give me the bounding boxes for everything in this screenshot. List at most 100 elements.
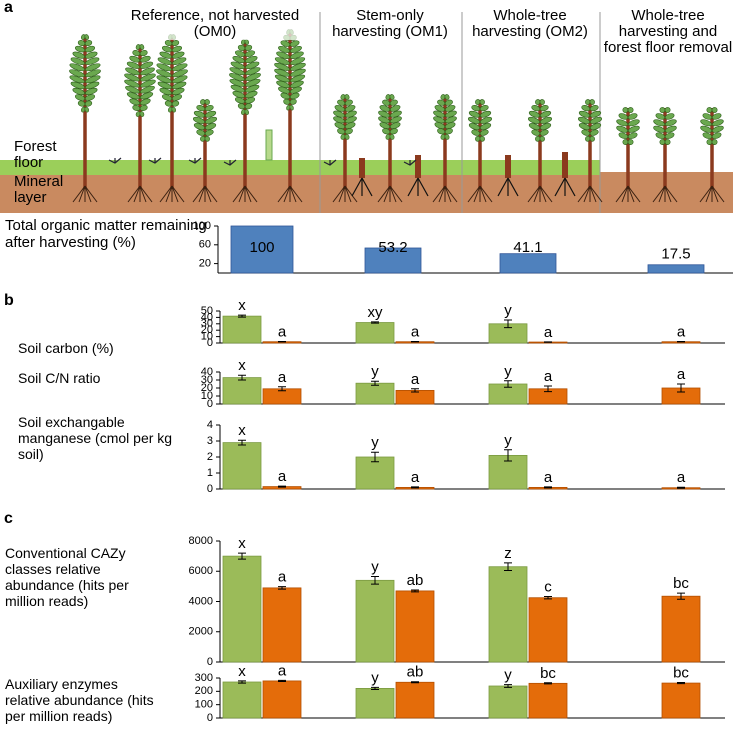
tree-leaf <box>204 123 217 130</box>
slash <box>223 159 237 166</box>
significance-letter: a <box>544 368 553 385</box>
y-tick-label: 2 <box>207 451 213 463</box>
stump <box>359 158 365 178</box>
tree-leaf <box>389 99 398 106</box>
tree-leaf <box>711 107 718 113</box>
error-bar <box>238 552 246 560</box>
tree-leaf <box>289 92 300 100</box>
y-tick-label: 0 <box>207 337 213 349</box>
tree-leaf <box>126 92 140 100</box>
tree-leaf <box>664 132 675 139</box>
y-tick-label: 300 <box>195 672 213 684</box>
panel-label: a <box>4 0 13 16</box>
error-bar <box>278 386 286 392</box>
root <box>627 185 635 203</box>
root <box>615 185 629 203</box>
tree-leaf <box>139 111 145 117</box>
root <box>204 185 218 203</box>
error-bar <box>677 682 685 685</box>
bar <box>528 682 568 719</box>
data-label: 53.2 <box>378 239 407 256</box>
error-bar <box>544 385 552 393</box>
tree-leaf <box>289 98 297 105</box>
tree-leaf <box>479 123 492 130</box>
slash <box>108 157 122 164</box>
root <box>432 185 446 203</box>
tree-leaf <box>337 99 346 106</box>
root <box>332 185 346 203</box>
tree-leaf <box>539 135 545 142</box>
tree-leaf <box>627 125 640 133</box>
root <box>473 185 481 203</box>
error-bar <box>504 319 512 329</box>
root <box>577 185 591 203</box>
significance-letter: a <box>677 323 686 340</box>
tree-leaf <box>589 99 595 105</box>
tree-leaf <box>171 45 183 53</box>
tree-leaf <box>581 129 591 136</box>
root <box>589 185 597 203</box>
y-tick-label: 1 <box>207 467 213 479</box>
tree-leaf <box>196 129 206 136</box>
tree-leaf <box>379 105 391 112</box>
tree-leaf <box>84 94 96 101</box>
tree-leaf <box>618 132 629 139</box>
y-tick-label: 0 <box>207 483 213 495</box>
tree-leaf <box>132 50 141 57</box>
tree-leaf <box>232 55 245 64</box>
root <box>699 185 713 203</box>
tree-leaf <box>85 51 98 59</box>
slash <box>188 157 202 164</box>
y-tick-label: 0 <box>207 398 213 410</box>
root <box>389 185 397 203</box>
tree-leaf <box>289 40 300 47</box>
bar <box>395 681 435 719</box>
error-bar <box>677 592 685 600</box>
slash <box>148 157 162 164</box>
tree-leaf <box>344 134 350 140</box>
tree-leaf <box>539 116 553 124</box>
tree-leaf <box>274 57 290 65</box>
tree-leaf <box>528 123 541 130</box>
y-tick-label: 3 <box>207 435 213 447</box>
error-bar <box>238 314 246 318</box>
tree-leaf <box>711 119 724 127</box>
tree-leaf <box>171 106 176 113</box>
bar <box>355 382 395 405</box>
tree-leaf <box>389 128 398 135</box>
root <box>351 177 363 197</box>
tree-leaf <box>280 92 291 100</box>
significance-letter: y <box>371 363 379 380</box>
bar <box>222 377 262 405</box>
tree-leaf <box>479 104 489 112</box>
data-label: 100 <box>249 239 274 256</box>
bar <box>661 595 701 663</box>
significance-letter: a <box>411 371 420 388</box>
error-bar <box>544 486 552 489</box>
root <box>171 185 179 203</box>
stump <box>415 155 421 178</box>
tree-leaf <box>139 55 151 63</box>
significance-letter: a <box>411 469 420 486</box>
tree-leaf <box>172 57 187 65</box>
tree-leaf <box>627 113 638 120</box>
column-heading: Whole-tree harvesting (OM2) <box>472 7 588 40</box>
error-bar <box>411 486 419 489</box>
root <box>84 185 98 203</box>
tree-leaf <box>161 94 173 101</box>
significance-letter: x <box>238 297 246 314</box>
tree-leaf <box>84 106 89 113</box>
bar <box>355 456 395 490</box>
tree-leaf <box>204 116 218 124</box>
significance-letter: a <box>278 569 287 586</box>
error-bar <box>278 586 286 590</box>
tree-leaf <box>618 113 629 120</box>
significance-letter: a <box>278 323 287 340</box>
root <box>444 185 458 203</box>
root <box>244 185 252 203</box>
stump <box>505 155 511 178</box>
root <box>244 185 258 203</box>
tree-leaf <box>69 75 85 84</box>
tree-leaf <box>140 67 155 76</box>
tree-leaf <box>655 132 666 139</box>
